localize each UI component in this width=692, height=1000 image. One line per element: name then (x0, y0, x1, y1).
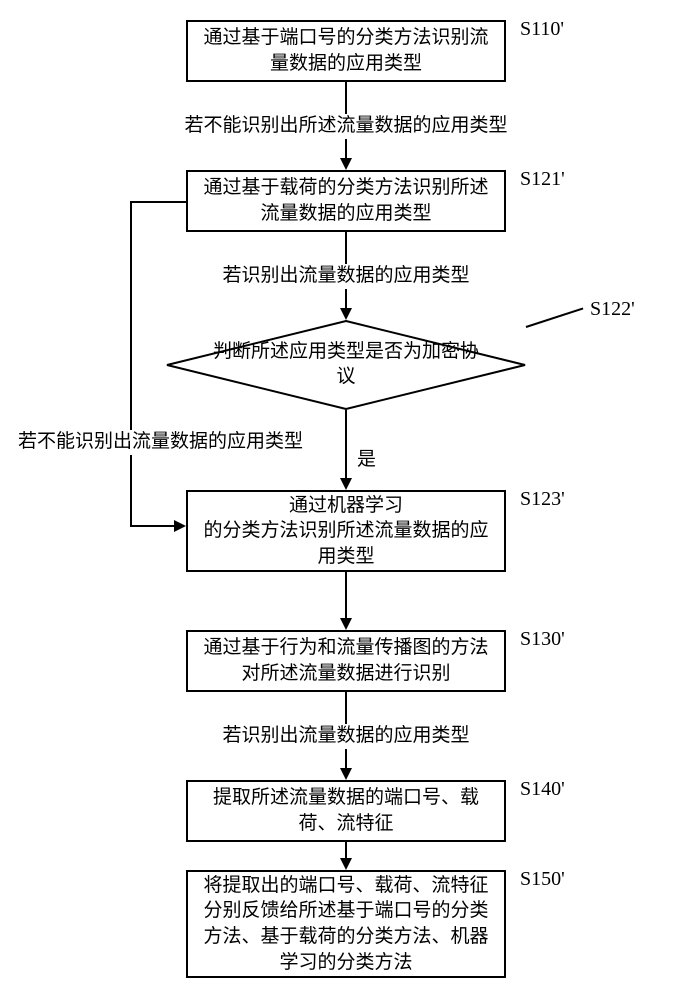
node-text: 通过基于行为和流量传播图的方法对所述流量数据进行识别 (200, 635, 492, 686)
edge-label-e3: 是 (355, 448, 378, 473)
step-label-s140: S140' (520, 778, 565, 801)
edge-label-e1: 若不能识别出所述流量数据的应用类型 (170, 114, 522, 139)
node-s140: 提取所述流量数据的端口号、载荷、流特征 (186, 780, 506, 842)
node-text: 判断所述应用类型是否为加密协议 (166, 320, 526, 410)
step-label-s150: S150' (520, 868, 565, 891)
step-label-s110: S110' (520, 18, 564, 41)
edge-s123-s130 (345, 572, 347, 618)
arrowhead (340, 618, 352, 630)
node-text: 将提取出的端口号、载荷、流特征分别反馈给所述基于端口号的分类方法、基于载荷的分类… (200, 873, 492, 976)
arrowhead (340, 858, 352, 870)
arrowhead (340, 768, 352, 780)
edge-left-h1 (130, 201, 186, 203)
edge-label-e5: 若识别出流量数据的应用类型 (200, 724, 492, 749)
node-s123: 通过机器学习的分类方法识别所述流量数据的应用类型 (186, 490, 506, 572)
step-label-s121: S121' (520, 168, 565, 191)
node-text: 提取所述流量数据的端口号、载荷、流特征 (200, 785, 492, 836)
step-label-s130: S130' (520, 628, 565, 651)
step-label-s123: S123' (520, 488, 565, 511)
node-text: 通过机器学习的分类方法识别所述流量数据的应用类型 (200, 493, 492, 570)
step-label-s122: S122' (590, 298, 635, 321)
edge-label-e4: 若不能识别出流量数据的应用类型 (16, 430, 326, 455)
node-s121: 通过基于载荷的分类方法识别所述流量数据的应用类型 (186, 170, 506, 232)
edge-label-e2: 若识别出流量数据的应用类型 (200, 264, 492, 289)
leader-s122 (526, 308, 584, 328)
edge-left-down1 (130, 201, 132, 526)
node-s110: 通过基于端口号的分类方法识别流量数据的应用类型 (186, 20, 506, 82)
edge-s140-s150 (345, 842, 347, 858)
node-text: 通过基于载荷的分类方法识别所述流量数据的应用类型 (200, 175, 492, 226)
node-s130: 通过基于行为和流量传播图的方法对所述流量数据进行识别 (186, 630, 506, 692)
node-text: 通过基于端口号的分类方法识别流量数据的应用类型 (200, 25, 492, 76)
node-s122-decision: 判断所述应用类型是否为加密协议 (166, 320, 526, 410)
edge-s122-s123 (345, 410, 347, 478)
edge-left-h2 (130, 525, 174, 527)
flowchart-container: 通过基于端口号的分类方法识别流量数据的应用类型 S110' 若不能识别出所述流量… (20, 20, 672, 980)
arrowhead (340, 478, 352, 490)
arrowhead (340, 158, 352, 170)
node-s150: 将提取出的端口号、载荷、流特征分别反馈给所述基于端口号的分类方法、基于载荷的分类… (186, 870, 506, 978)
arrowhead (340, 308, 352, 320)
arrowhead (174, 520, 186, 532)
